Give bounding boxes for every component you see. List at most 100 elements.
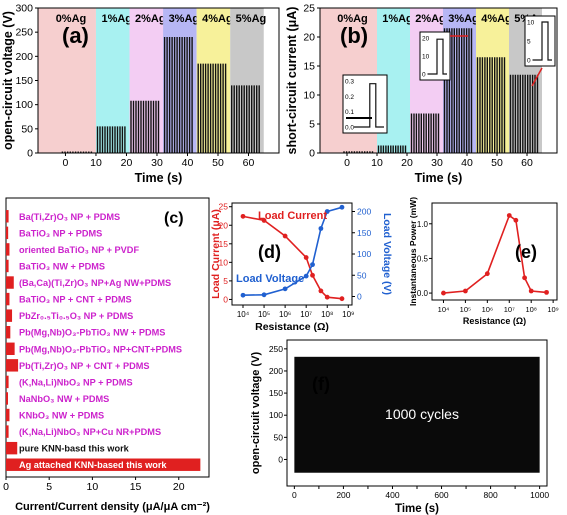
- data-point: [240, 292, 246, 298]
- x-tick-label: 10⁷: [300, 310, 312, 319]
- y-tick-label: 10: [219, 257, 229, 267]
- category-label: NaNbO₃ NW + PDMS: [19, 394, 109, 404]
- panel-letter: (c): [164, 210, 184, 227]
- category-label: KNbO₃ NW + PDMS: [19, 411, 104, 421]
- bar: [6, 309, 13, 322]
- y-tick-label: 250: [269, 344, 283, 354]
- data-point: [544, 289, 549, 295]
- y-tick-label: 0.0: [417, 289, 429, 298]
- signal-pulses: [509, 74, 539, 153]
- segment-label: 2%Ag: [135, 13, 166, 25]
- data-point: [522, 275, 528, 281]
- x-tick-label: 20: [173, 481, 185, 493]
- y-tick-label: 300: [15, 3, 33, 15]
- data-point: [324, 209, 330, 214]
- data-point: [484, 271, 490, 277]
- signal-pulses: [343, 151, 374, 153]
- category-label: (K,Na,Li)NbO₃ NP+Cu NR+PDMS: [19, 427, 161, 437]
- signal-pulses: [476, 57, 506, 153]
- signal-pulses: [443, 28, 473, 153]
- x-tick-label: 10⁸: [525, 305, 537, 314]
- y-tick-label: 100: [357, 249, 371, 259]
- x-tick-label: 800: [483, 490, 497, 500]
- category-label: (Ba,Ca)(Ti,Zr)O₃ NP+Ag NW+PDMS: [19, 278, 171, 288]
- x-axis-label: Resistance (Ω): [255, 321, 329, 333]
- y-tick-label: 0: [278, 454, 283, 464]
- bar: [6, 342, 15, 355]
- data-point: [240, 213, 246, 219]
- bar: [6, 243, 10, 256]
- inset-tick-label: 10: [422, 54, 430, 61]
- bar: [6, 326, 11, 339]
- data-point: [282, 233, 288, 239]
- y-tick-label: 150: [15, 75, 33, 87]
- signal-envelope: [294, 356, 540, 473]
- data-point: [310, 272, 315, 278]
- x-tick-label: 0: [3, 481, 9, 493]
- series-label: Load Voltage: [236, 273, 304, 285]
- y-axis-label: open-circuit voltage (V): [1, 11, 15, 150]
- y-tick-label: 100: [269, 410, 283, 420]
- bar: [6, 458, 201, 471]
- y-tick-label: 200: [15, 51, 33, 63]
- y-axis-label: open-circuit voltage (V): [250, 352, 262, 475]
- segment-label: 1%Ag: [382, 13, 413, 25]
- y-tick-label: 10: [303, 90, 315, 102]
- inset-tick-label: 5: [527, 39, 531, 46]
- plot-frame: [319, 7, 558, 154]
- y-tick-label: 50: [21, 123, 33, 135]
- chart-panel-a: 0%Ag 1%Ag 2%Ag 3%Ag 4%Ag 5%Ag 0 10 20 30 40 50 60 0 50…: [1, 3, 280, 185]
- y-tick-label: 250: [15, 27, 33, 39]
- signal-pulses: [61, 151, 93, 153]
- segment-label: 1%Ag: [101, 13, 132, 25]
- y-tick-label: 200: [269, 366, 283, 376]
- chart-panel-c: Ba(Ti,Zr)O₃ NP + PDMS BaTiO₃ NP + PDMS ori…: [3, 197, 210, 513]
- bar: [6, 210, 9, 223]
- x-tick-label: 40: [461, 157, 473, 169]
- data-point: [528, 288, 534, 294]
- inset-tick-label: 0: [422, 72, 426, 79]
- x-tick-label: 20: [121, 157, 133, 169]
- data-point: [318, 226, 324, 231]
- category-label: pure KNN-basd this work: [19, 444, 130, 454]
- x-tick-label: 10⁶: [482, 305, 493, 314]
- panel-letter: (a): [62, 23, 89, 48]
- x-tick-label: 30: [431, 157, 443, 169]
- y-tick-label: 0: [27, 148, 33, 160]
- data-point: [261, 218, 267, 223]
- inset-tick-label: 10: [527, 20, 535, 27]
- category-label: BaTiO₃ NW + PDMS: [19, 261, 105, 271]
- x-tick-label: 50: [212, 157, 224, 169]
- signal-pulses: [231, 85, 260, 153]
- segment-label: 4%Ag: [481, 13, 512, 25]
- y-tick-label: 100: [15, 99, 33, 111]
- chart-panel-e: 0.0 0.5 1.0 10⁴ 10⁵ 10⁶ 10⁷ 10⁸ 10⁹ Resistance (Ω…: [408, 197, 559, 326]
- x-tick-label: 10: [90, 157, 102, 169]
- data-point: [303, 273, 309, 279]
- data-point: [310, 262, 315, 268]
- signal-pulses: [377, 145, 407, 153]
- x-tick-label: 0: [63, 157, 69, 169]
- plot-frame: [231, 202, 353, 306]
- x-tick-label: 10⁶: [279, 310, 291, 319]
- y-tick-label: 5: [309, 119, 315, 131]
- bar: [6, 359, 19, 372]
- x-tick-label: 50: [491, 157, 503, 169]
- inset-trace: [532, 21, 552, 61]
- segment-label: 4%Ag: [202, 13, 233, 25]
- category-label: Ag attached KNN-based this work: [19, 460, 167, 470]
- signal-pulses: [197, 63, 227, 153]
- y-tick-label: 150: [357, 228, 371, 238]
- x-tick-label: 10⁴: [438, 305, 450, 314]
- y-tick-label: 25: [219, 202, 229, 212]
- bar: [6, 392, 8, 405]
- x-tick-label: 20: [401, 157, 413, 169]
- x-tick-label: 10⁹: [342, 310, 354, 319]
- x-axis-label: Resistance (Ω): [463, 316, 526, 326]
- x-axis-label: Current/Current density (μA/μA cm⁻²): [15, 501, 210, 513]
- x-axis-label: Time (s): [415, 171, 463, 185]
- segment-background: [38, 8, 96, 153]
- bar: [6, 441, 18, 455]
- data-point: [318, 288, 324, 294]
